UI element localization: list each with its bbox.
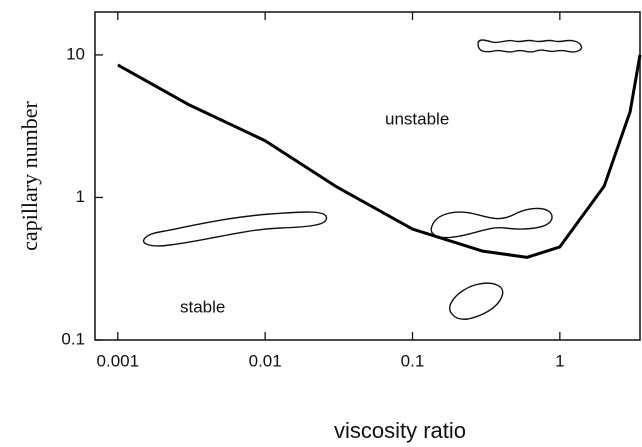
x-tick-label: 0.001 xyxy=(97,351,140,370)
droplet-wavy xyxy=(477,39,583,53)
y-tick-label: 1 xyxy=(76,187,85,206)
droplet-necked xyxy=(430,207,553,239)
y-axis-label: capillary number xyxy=(17,101,42,251)
droplet-elongated xyxy=(143,211,328,247)
x-axis-label: viscosity ratio xyxy=(334,418,466,443)
x-tick-label: 0.1 xyxy=(401,351,425,370)
region-label: stable xyxy=(180,297,225,316)
y-tick-label: 0.1 xyxy=(61,329,85,348)
region-label: unstable xyxy=(385,109,449,128)
y-tick-label: 10 xyxy=(66,44,85,63)
curve xyxy=(117,54,642,259)
droplet-ellipse xyxy=(449,282,504,320)
plot-frame xyxy=(94,11,641,341)
x-tick-label: 0.01 xyxy=(249,351,282,370)
droplets xyxy=(143,39,583,320)
x-tick-label: 1 xyxy=(555,351,564,370)
